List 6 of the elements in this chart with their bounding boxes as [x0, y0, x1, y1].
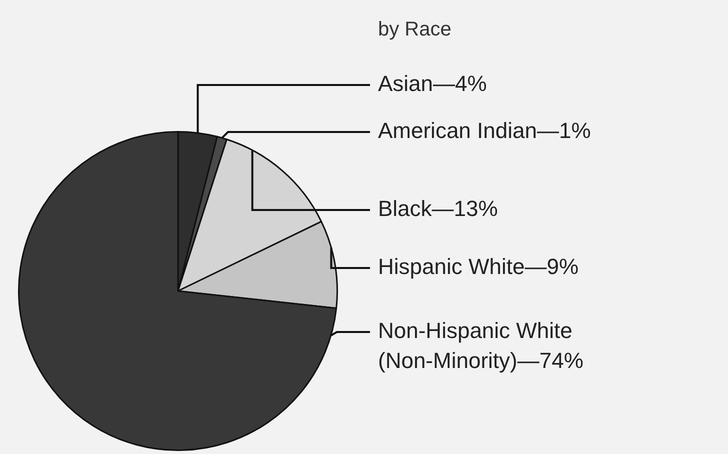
- slice-label: Black—13%: [378, 196, 498, 222]
- chart-title: by Race: [378, 18, 452, 41]
- slice-label: Asian—4%: [378, 71, 487, 96]
- slice-label: American Indian—1%: [378, 118, 591, 144]
- slice-label: Non-Hispanic White (Non-Minority)—74%: [378, 318, 584, 374]
- slice-label: Hispanic White—9%: [378, 254, 579, 280]
